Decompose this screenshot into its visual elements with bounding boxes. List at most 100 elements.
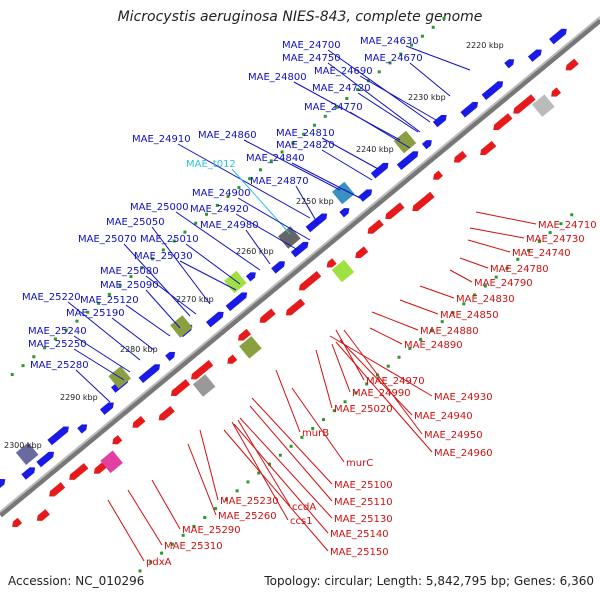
reverse-gene-label[interactable]: ccs1 [290, 516, 313, 527]
forward-gene-label[interactable]: MAE_24910 [132, 134, 191, 145]
tick-dot [203, 516, 207, 520]
genome-backbone [0, 17, 600, 518]
tick-dot [354, 391, 358, 395]
reverse-gene-label[interactable]: MAE_25130 [334, 514, 393, 525]
tick-dot [440, 320, 444, 324]
forward-leader-line [73, 348, 125, 381]
tick-dot [377, 70, 381, 74]
reverse-gene-label[interactable]: MAE_24850 [440, 310, 499, 321]
forward-gene-label[interactable]: MAE_25000 [130, 202, 189, 213]
tick-dot [192, 524, 196, 528]
reverse-leader-line [459, 257, 489, 269]
reverse-gene-label[interactable]: murB [302, 428, 329, 439]
forward-gene-label[interactable]: MAE_24770 [304, 102, 363, 113]
forward-gene-label[interactable]: MAE_24920 [190, 204, 249, 215]
reverse-gene-label[interactable]: MAE_24790 [474, 278, 533, 289]
forward-gene-label[interactable]: MAE_24980 [200, 220, 259, 231]
reverse-gene-label[interactable]: MAE_24780 [490, 264, 549, 275]
forward-gene-arrow [421, 140, 432, 150]
reverse-gene-label[interactable]: MAE_24950 [424, 430, 483, 441]
forward-gene-arrow [271, 261, 285, 274]
reverse-gene-label[interactable]: MAE_25140 [330, 529, 389, 540]
tick-dot [356, 88, 360, 92]
forward-gene-label[interactable]: MAE_25280 [30, 360, 89, 371]
reverse-gene-label[interactable]: MAE_24880 [420, 326, 479, 337]
feature-block [239, 336, 262, 359]
reverse-gene-label[interactable]: MAE_25310 [164, 541, 223, 552]
tick-dot [53, 337, 57, 341]
forward-gene-label[interactable]: MAE_25090 [100, 280, 159, 291]
forward-gene-label[interactable]: MAE_25120 [80, 295, 139, 306]
reverse-leader-line [419, 285, 455, 299]
trna-label[interactable]: MAE_t012 [186, 159, 236, 170]
tick-dot [410, 43, 414, 47]
tick-dot [86, 310, 90, 314]
reverse-gene-label[interactable]: MAE_24740 [512, 248, 571, 259]
reverse-gene-label[interactable]: MAE_24960 [434, 448, 493, 459]
kbp-tick-label: 2280 kbp [120, 345, 158, 354]
reverse-gene-label[interactable]: MAE_25100 [334, 480, 393, 491]
tick-dot [345, 97, 349, 101]
forward-leader-line [67, 301, 141, 361]
forward-leader-line [237, 197, 311, 241]
forward-gene-label[interactable]: MAE_25080 [100, 266, 159, 277]
reverse-gene-label[interactable]: MAE_24990 [352, 388, 411, 399]
forward-gene-label[interactable]: MAE_24670 [364, 53, 423, 64]
reverse-gene-label[interactable]: ccdA [292, 502, 316, 513]
forward-gene-label[interactable]: MAE_25250 [28, 339, 87, 350]
reverse-gene-label[interactable]: MAE_25230 [220, 496, 279, 507]
forward-gene-label[interactable]: MAE_25220 [22, 292, 81, 303]
forward-leader-line [295, 185, 319, 225]
reverse-gene-label[interactable]: MAE_24940 [414, 411, 473, 422]
forward-gene-label[interactable]: MAE_25190 [66, 308, 125, 319]
forward-gene-label[interactable]: MAE_24690 [314, 66, 373, 77]
forward-gene-arrow [370, 162, 389, 179]
reverse-gene-label[interactable]: MAE_25150 [330, 547, 389, 558]
forward-gene-label[interactable]: MAE_24720 [312, 83, 371, 94]
reverse-gene-arrow [480, 140, 497, 156]
reverse-gene-label[interactable]: MAE_24890 [404, 340, 463, 351]
reverse-gene-label[interactable]: murC [346, 458, 373, 469]
reverse-leader-line [329, 335, 433, 397]
reverse-gene-label[interactable]: pdxA [146, 557, 172, 568]
reverse-leader-line [239, 417, 333, 519]
forward-gene-arrow [47, 426, 69, 446]
forward-gene-arrow [358, 189, 373, 202]
forward-gene-label[interactable]: MAE_25030 [134, 251, 193, 262]
forward-gene-label[interactable]: MAE_25070 [78, 234, 137, 245]
tick-dot [215, 203, 219, 207]
forward-gene-label[interactable]: MAE_24750 [282, 53, 341, 64]
reverse-gene-label[interactable]: MAE_24730 [526, 234, 585, 245]
reverse-gene-label[interactable]: MAE_25110 [334, 497, 393, 508]
forward-gene-label[interactable]: MAE_24900 [192, 188, 251, 199]
forward-gene-arrow [36, 451, 55, 468]
forward-gene-label[interactable]: MAE_24820 [276, 140, 335, 151]
tick-dot [278, 453, 282, 457]
reverse-gene-label[interactable]: MAE_24710 [538, 220, 597, 231]
forward-gene-label[interactable]: MAE_25050 [106, 217, 165, 228]
reverse-gene-label[interactable]: MAE_25020 [334, 404, 393, 415]
inner-tick-dots [138, 213, 574, 573]
forward-gene-label[interactable]: MAE_24870 [250, 176, 309, 187]
forward-gene-label[interactable]: MAE_24840 [246, 153, 305, 164]
forward-gene-label[interactable]: MAE_24630 [360, 36, 419, 47]
reverse-leader-line [233, 423, 329, 534]
reverse-gene-label[interactable]: MAE_24930 [434, 392, 493, 403]
reverse-gene-label[interactable]: MAE_24970 [366, 376, 425, 387]
tick-dot [386, 364, 390, 368]
tick-dot [172, 239, 176, 243]
forward-gene-label[interactable]: MAE_24860 [198, 130, 257, 141]
reverse-gene-label[interactable]: MAE_24830 [456, 294, 515, 305]
forward-gene-label[interactable]: MAE_25010 [140, 234, 199, 245]
reverse-gene-label[interactable]: MAE_25290 [182, 525, 241, 536]
reverse-gene-label[interactable]: MAE_25260 [218, 511, 277, 522]
forward-leader-line [235, 213, 299, 251]
tick-dot [268, 462, 272, 466]
reverse-gene-arrow [259, 308, 276, 323]
forward-gene-label[interactable]: MAE_24700 [282, 40, 341, 51]
forward-gene-label[interactable]: MAE_24800 [248, 72, 307, 83]
forward-gene-label[interactable]: MAE_24810 [276, 128, 335, 139]
feature-block [532, 94, 555, 117]
forward-gene-label[interactable]: MAE_25240 [28, 326, 87, 337]
forward-leader-line [243, 139, 341, 191]
